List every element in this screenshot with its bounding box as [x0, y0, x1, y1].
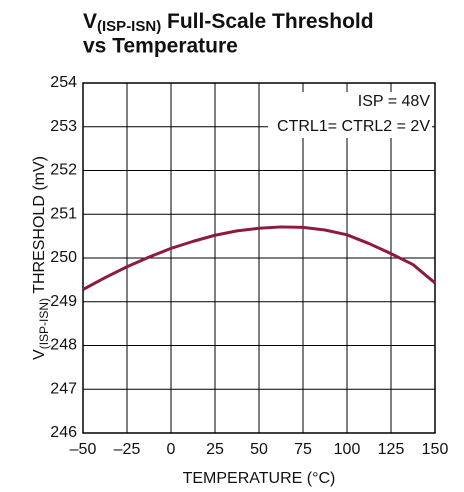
y-tick-label: 250 [50, 249, 77, 266]
y-axis-label: V(ISP-ISN) THRESHOLD (mV) [31, 156, 51, 360]
x-tick-label: 100 [334, 441, 361, 458]
title-v: V [83, 10, 97, 33]
y-tick-label: 249 [50, 293, 77, 310]
x-tick-label: 0 [167, 441, 176, 458]
y-tick-label: 246 [50, 424, 77, 441]
x-tick-label: 150 [422, 441, 449, 458]
x-tick-label: –50 [70, 441, 97, 458]
y-tick-label: 247 [50, 380, 77, 397]
y-label-v: V [31, 349, 48, 360]
annotation: ISP = 48V [358, 93, 431, 110]
x-tick-label: 25 [206, 441, 224, 458]
annotation: CTRL1= CTRL2 = 2V [277, 118, 430, 135]
annotation-background [268, 92, 432, 138]
y-tick-label: 248 [50, 337, 77, 354]
y-tick-label: 252 [50, 162, 77, 179]
data-line [82, 225, 436, 291]
title-sub: (ISP-ISN) [97, 18, 161, 35]
y-label-rest: THRESHOLD (mV) [31, 156, 48, 298]
y-tick-label: 254 [50, 74, 77, 91]
y-tick-label: 251 [50, 205, 77, 222]
x-tick-label: 50 [250, 441, 268, 458]
chart-title: V(ISP-ISN) Full-Scale Threshold [83, 10, 374, 35]
x-tick-label: –25 [114, 441, 141, 458]
y-tick-label: 253 [50, 118, 77, 135]
plot-frame [82, 82, 436, 434]
chart-title-line2: vs Temperature [83, 35, 238, 58]
x-tick-label: 125 [378, 441, 405, 458]
title-rest: Full-Scale Threshold [161, 10, 373, 33]
x-axis-label: TEMPERATURE (°C) [183, 470, 336, 487]
x-tick-label: 75 [294, 441, 312, 458]
y-label-sub: (ISP-ISN) [37, 298, 51, 349]
